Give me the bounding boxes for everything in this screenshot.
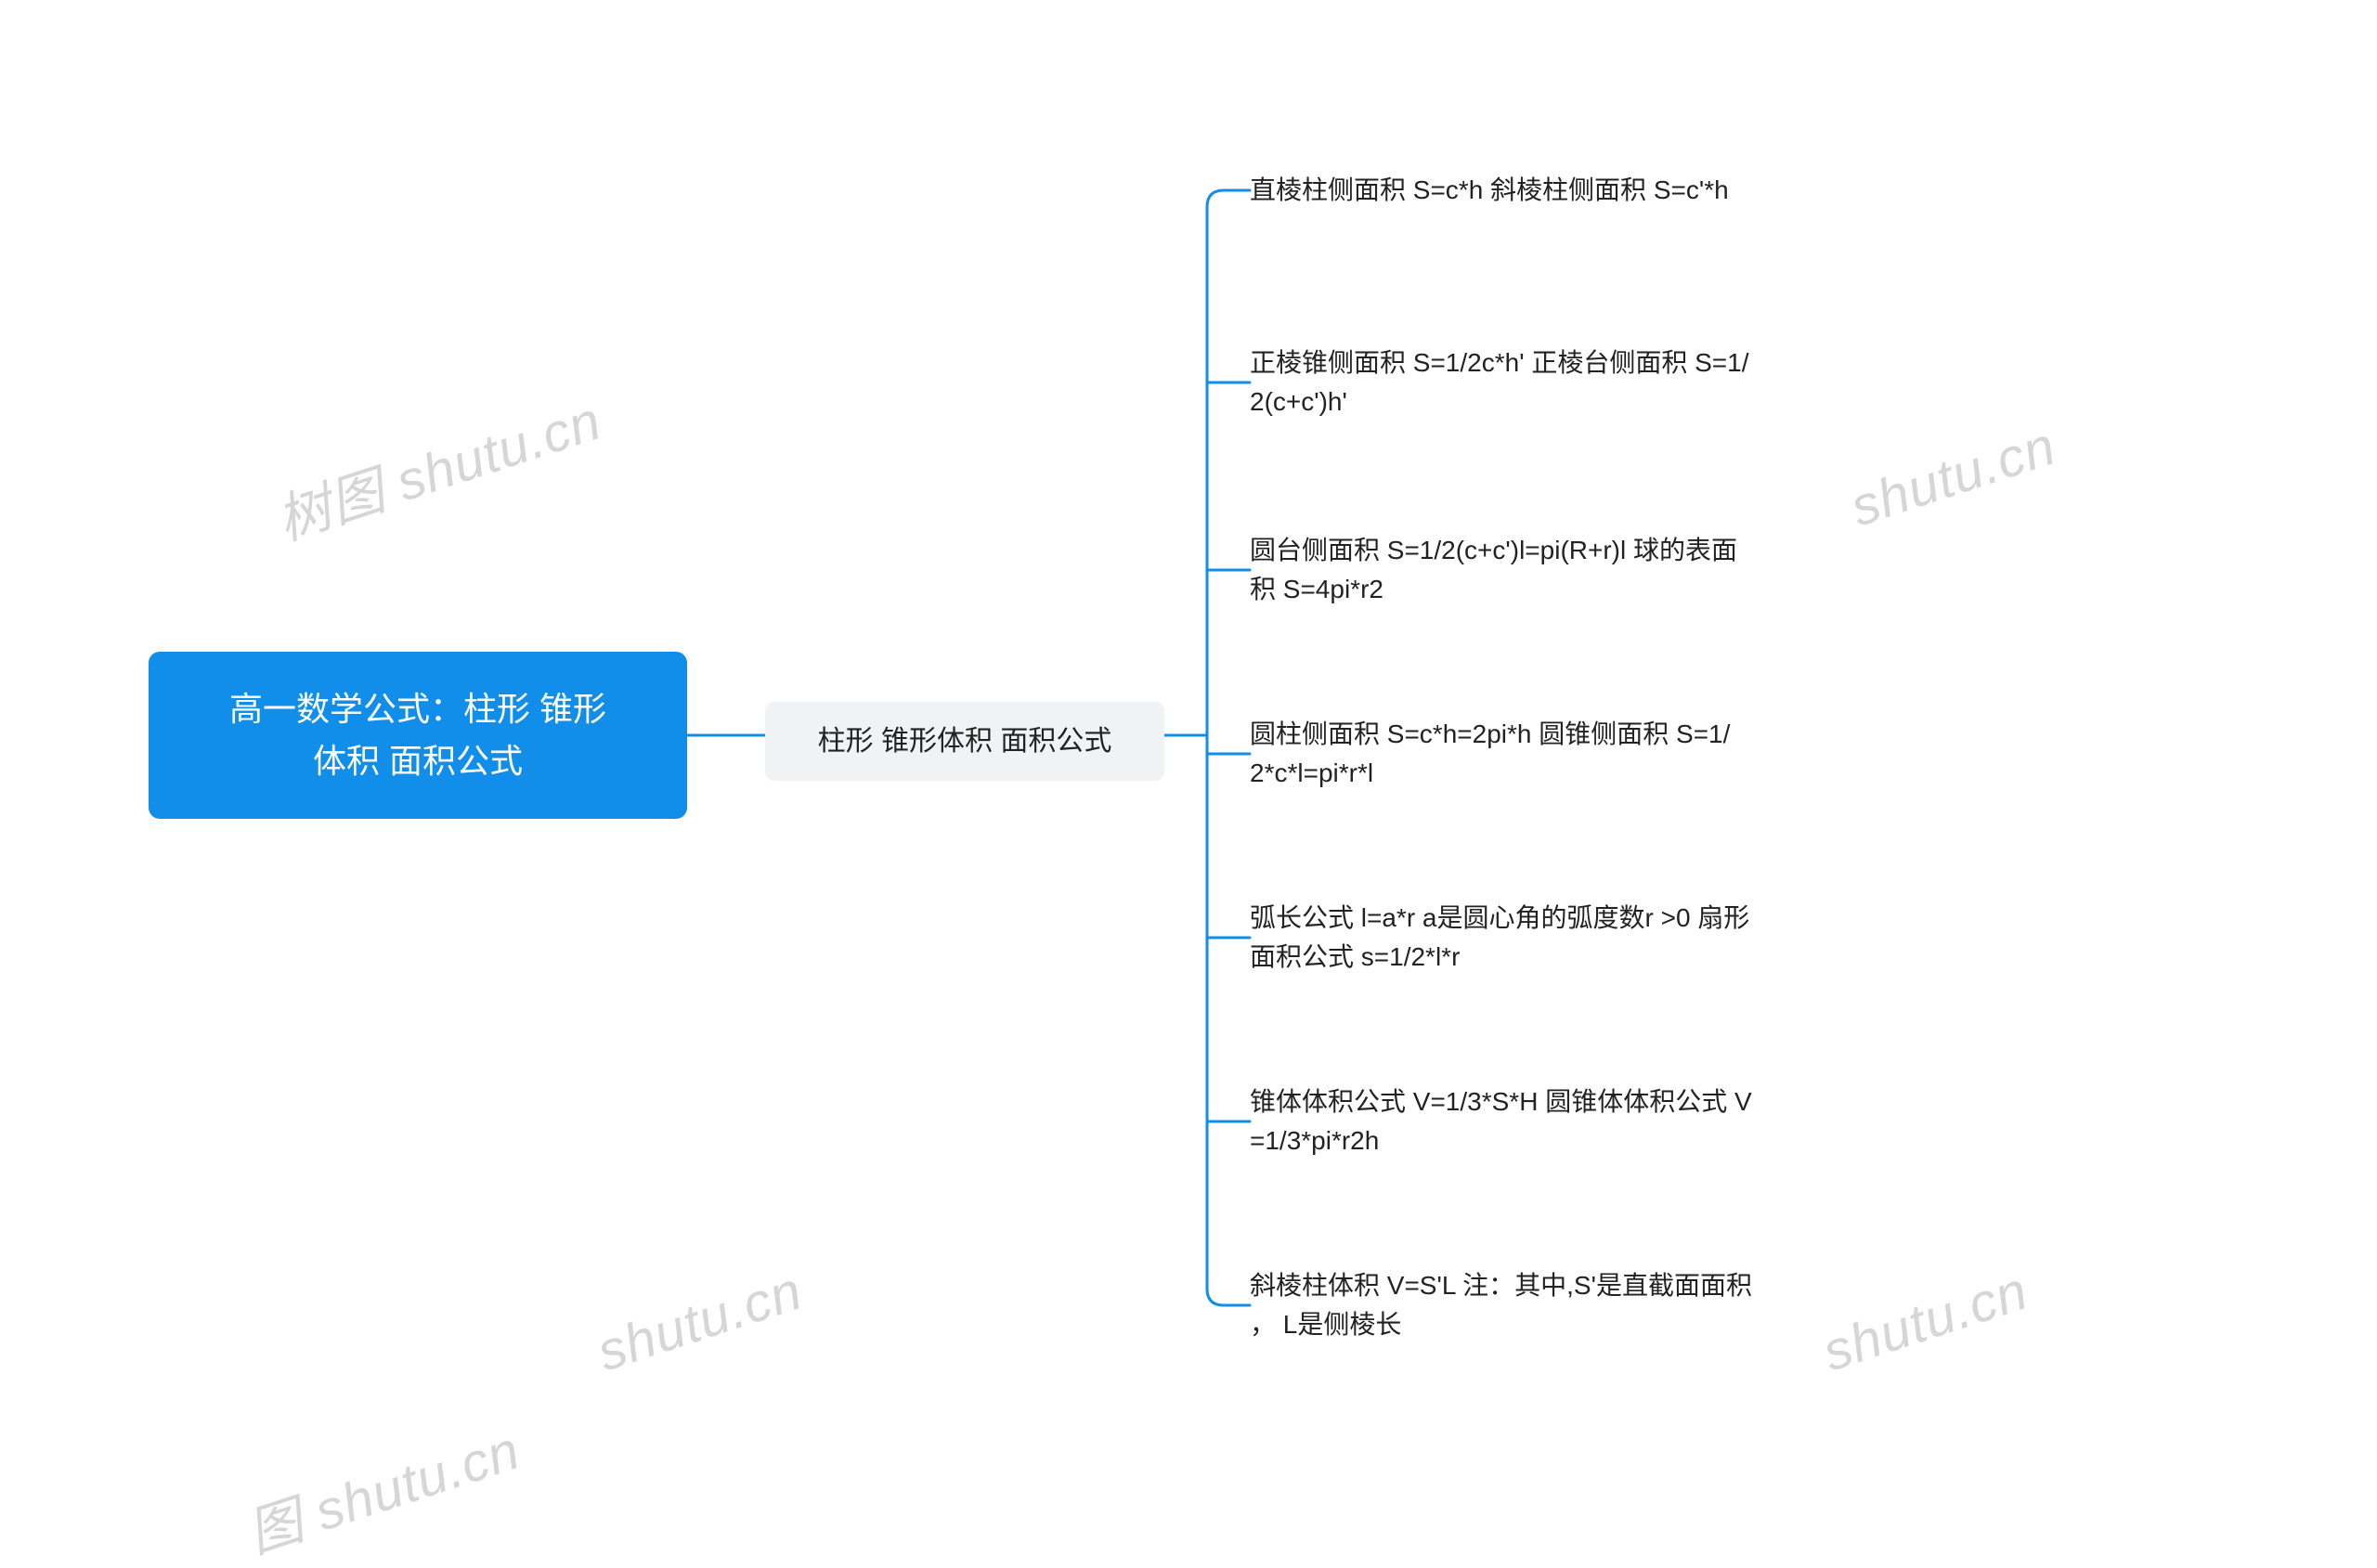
leaf-node-2[interactable]: 圆台侧面积 S=1/2(c+c')l=pi(R+r)l 球的表面 积 S=4pi…: [1250, 531, 1737, 609]
leaf-node-5[interactable]: 锥体体积公式 V=1/3*S*H 圆锥体体积公式 V =1/3*pi*r2h: [1250, 1082, 1752, 1160]
root-node[interactable]: 高一数学公式：柱形 锥形 体积 面积公式: [149, 652, 687, 819]
watermark-2: shutu.cn: [590, 1260, 810, 1384]
watermark-4: shutu.cn: [1815, 1260, 2035, 1384]
sub-node[interactable]: 柱形 锥形体积 面积公式: [765, 702, 1164, 781]
watermark-1: shutu.cn: [1843, 415, 2063, 539]
leaf-node-1[interactable]: 正棱锥侧面积 S=1/2c*h' 正棱台侧面积 S=1/ 2(c+c')h': [1250, 343, 1748, 421]
mindmap-canvas: 高一数学公式：柱形 锥形 体积 面积公式 柱形 锥形体积 面积公式 直棱柱侧面积…: [0, 0, 2377, 1471]
watermark-0: 树图 shutu.cn: [266, 377, 610, 555]
leaf-node-3[interactable]: 圆柱侧面积 S=c*h=2pi*h 圆锥侧面积 S=1/ 2*c*l=pi*r*…: [1250, 715, 1730, 793]
watermark-3: 图 shutu.cn: [236, 1406, 527, 1568]
leaf-node-4[interactable]: 弧长公式 l=a*r a是圆心角的弧度数r >0 扇形 面积公式 s=1/2*l…: [1250, 899, 1749, 977]
leaf-node-6[interactable]: 斜棱柱体积 V=S'L 注：其中,S'是直截面面积 ， L是侧棱长: [1250, 1266, 1752, 1344]
leaf-node-0[interactable]: 直棱柱侧面积 S=c*h 斜棱柱侧面积 S=c'*h: [1250, 171, 1729, 210]
